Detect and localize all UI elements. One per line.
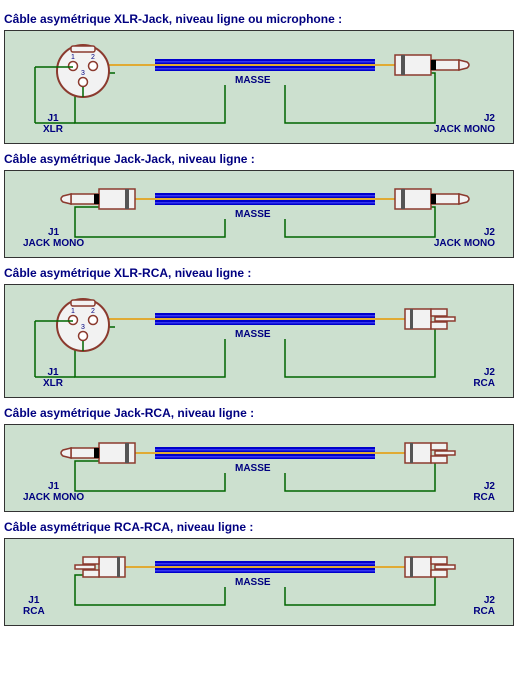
section-title: Câble asymétrique Jack-Jack, niveau lign… [4, 152, 514, 166]
left-connector-label: J1JACK MONO [23, 227, 84, 249]
section-title: Câble asymétrique Jack-RCA, niveau ligne… [4, 406, 514, 420]
cable-diagram: 1 2 3 MASSE J1XLR J2JACK MONO [4, 30, 514, 144]
masse-label: MASSE [235, 329, 271, 340]
right-connector-label: J2RCA [473, 367, 495, 389]
left-connector-label: J1XLR [43, 367, 63, 389]
cable-diagram: 1 2 3 MASSE J1XLR J2RCA [4, 284, 514, 398]
svg-text:2: 2 [91, 308, 95, 315]
cable-diagram: MASSE J1JACK MONO J2RCA [4, 424, 514, 512]
cable-diagram: MASSE J1RCA J2RCA [4, 538, 514, 626]
svg-text:2: 2 [91, 54, 95, 61]
left-connector-label: J1RCA [23, 595, 45, 617]
svg-text:1: 1 [71, 308, 75, 315]
right-connector-label: J2RCA [473, 595, 495, 617]
masse-label: MASSE [235, 209, 271, 220]
right-connector-label: J2JACK MONO [434, 227, 495, 249]
right-connector-label: J2RCA [473, 481, 495, 503]
section-title: Câble asymétrique RCA-RCA, niveau ligne … [4, 520, 514, 534]
masse-label: MASSE [235, 75, 271, 86]
svg-text:3: 3 [81, 324, 85, 331]
left-connector-label: J1XLR [43, 113, 63, 135]
section-title: Câble asymétrique XLR-Jack, niveau ligne… [4, 12, 514, 26]
masse-label: MASSE [235, 463, 271, 474]
left-connector-label: J1JACK MONO [23, 481, 84, 503]
right-connector-label: J2JACK MONO [434, 113, 495, 135]
svg-text:1: 1 [71, 54, 75, 61]
section-title: Câble asymétrique XLR-RCA, niveau ligne … [4, 266, 514, 280]
cable-diagram: MASSE J1JACK MONO J2JACK MONO [4, 170, 514, 258]
svg-text:3: 3 [81, 70, 85, 77]
masse-label: MASSE [235, 577, 271, 588]
